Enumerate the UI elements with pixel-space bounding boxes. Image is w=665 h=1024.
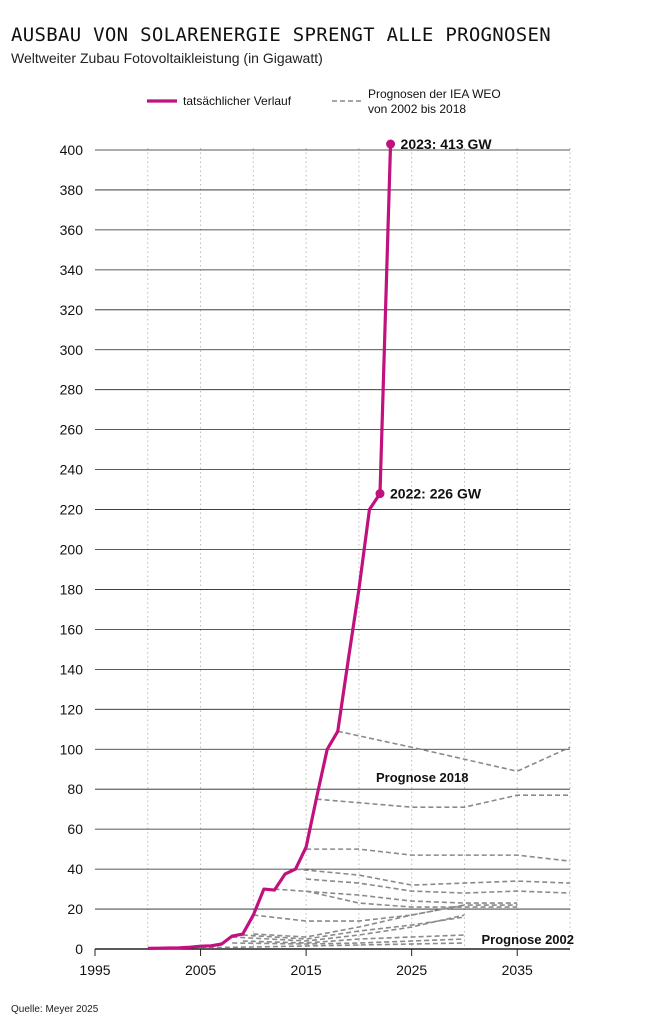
forecast-line xyxy=(306,878,571,894)
x-tick-label: 2025 xyxy=(396,962,427,978)
point-label: 2022: 226 GW xyxy=(390,486,482,502)
horizontal-gridlines xyxy=(95,149,570,950)
forecast-line xyxy=(242,934,465,944)
forecast-line xyxy=(337,730,571,773)
y-tick-label: 220 xyxy=(60,502,84,518)
forecast-line xyxy=(295,868,571,886)
highlight-point xyxy=(375,489,385,499)
highlight-point xyxy=(386,139,396,149)
annotations: 2023: 413 GW 2022: 226 GW Prognose 2018 Pro… xyxy=(375,136,575,947)
forecast-line xyxy=(305,890,518,908)
forecast-line xyxy=(274,888,518,904)
y-tick-label: 340 xyxy=(60,262,84,278)
y-tick-label: 120 xyxy=(60,701,84,717)
chart-subtitle: Weltweiter Zubau Fotovoltaikleistung (in… xyxy=(11,50,323,66)
forecast-line xyxy=(168,942,465,949)
y-tick-label: 160 xyxy=(60,621,84,637)
forecast-series xyxy=(168,730,571,949)
source-note: Quelle: Meyer 2025 xyxy=(11,1004,99,1015)
point-label: 2023: 413 GW xyxy=(401,136,493,152)
axis-ticks: 0 20 40 60 80 100 120 140 160 180 200 220 240 260 280 3… xyxy=(60,142,533,978)
x-tick-label: 1995 xyxy=(79,962,110,978)
actual-series xyxy=(147,143,393,951)
legend-label-forecast: Prognosen der IEA WEO xyxy=(368,87,501,101)
actual-line xyxy=(147,143,393,951)
y-tick-label: 360 xyxy=(60,222,84,238)
forecast-line xyxy=(232,938,465,945)
y-tick-label: 260 xyxy=(60,422,84,438)
y-tick-label: 380 xyxy=(60,182,84,198)
forecast-line xyxy=(253,904,518,922)
y-tick-label: 60 xyxy=(67,821,83,837)
forecast-line xyxy=(242,916,465,940)
chart-title: AUSBAU VON SOLARENERGIE SPRENGT ALLE PRO… xyxy=(11,24,551,46)
x-tick-label: 2035 xyxy=(502,962,533,978)
y-tick-label: 40 xyxy=(67,861,83,877)
forecast-line xyxy=(316,794,570,808)
x-tick-label: 2015 xyxy=(291,962,322,978)
y-tick-label: 200 xyxy=(60,542,84,558)
forecast-line xyxy=(306,848,571,862)
y-tick-label: 400 xyxy=(60,142,84,158)
y-tick-label: 320 xyxy=(60,302,84,318)
legend: tatsächlicher Verlauf Prognosen der IEA W… xyxy=(147,87,501,116)
series-label: Prognose 2018 xyxy=(376,770,469,785)
y-tick-label: 80 xyxy=(67,781,83,797)
y-tick-label: 0 xyxy=(75,941,83,957)
y-tick-label: 140 xyxy=(60,661,84,677)
legend-label-actual: tatsächlicher Verlauf xyxy=(183,94,292,108)
forecast-line xyxy=(253,904,465,938)
vertical-gridlines xyxy=(147,148,571,949)
y-tick-label: 240 xyxy=(60,462,84,478)
y-tick-label: 300 xyxy=(60,342,84,358)
series-label: Prognose 2002 xyxy=(482,932,575,947)
x-tick-label: 2005 xyxy=(185,962,216,978)
y-tick-label: 280 xyxy=(60,382,84,398)
y-tick-label: 180 xyxy=(60,581,84,597)
y-tick-label: 20 xyxy=(67,901,83,917)
forecast-line xyxy=(232,914,465,942)
y-tick-label: 100 xyxy=(60,741,84,757)
legend-label-forecast: von 2002 bis 2018 xyxy=(368,102,466,116)
